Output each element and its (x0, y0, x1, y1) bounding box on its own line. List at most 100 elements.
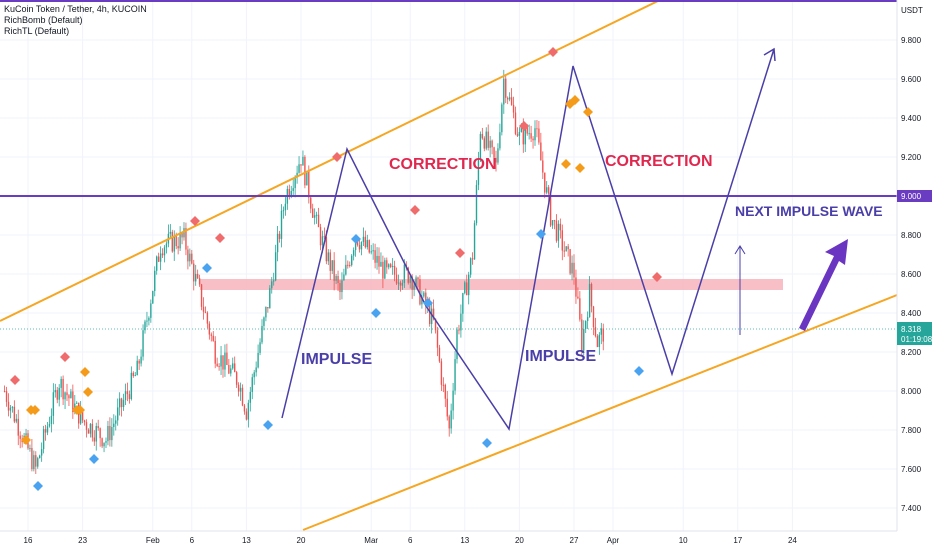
signal-diamond-icon (536, 229, 546, 239)
candle-body (39, 455, 41, 459)
candle-body (97, 426, 99, 429)
candle-body (341, 280, 343, 293)
candle-body (122, 400, 125, 408)
candle-body (323, 236, 326, 238)
candle-body (95, 426, 97, 442)
candle-body (557, 223, 560, 241)
candle-body (103, 442, 105, 447)
candle-body (458, 329, 460, 331)
candle-body (58, 387, 60, 400)
candle-body (312, 208, 314, 218)
indicator-richbomb[interactable]: RichBomb (Default) (4, 15, 83, 25)
signal-diamond-icon (21, 435, 31, 445)
candle-body (230, 368, 232, 374)
support-zone (200, 279, 783, 290)
channel-lower-line (302, 294, 898, 531)
candle-body (269, 288, 271, 309)
candle-body (5, 391, 8, 402)
candle-body (208, 323, 211, 335)
time-tick-label: 20 (515, 536, 524, 545)
time-tick-label: Mar (364, 536, 378, 545)
candle-body (298, 164, 300, 173)
candle-body (148, 317, 150, 321)
candle-body (189, 253, 191, 262)
candle-body (68, 395, 70, 399)
candle-body (335, 276, 337, 281)
candle-body (549, 193, 552, 226)
candle-body (526, 126, 528, 134)
correction-label-1: CORRECTION (389, 156, 497, 173)
candle-body (376, 255, 378, 263)
candle-body (573, 262, 575, 278)
candle-body (62, 378, 64, 400)
candle-body (321, 236, 324, 246)
candle-body (76, 402, 78, 404)
time-tick-label: 16 (24, 536, 33, 545)
candles (3, 69, 604, 474)
signal-diamond-icon (75, 405, 85, 415)
candle-body (438, 347, 441, 362)
candle-body (105, 441, 107, 443)
candle-body (425, 292, 427, 307)
indicator-richtl[interactable]: RichTL (Default) (4, 26, 70, 36)
candle-body (315, 214, 318, 216)
candle-body (107, 425, 109, 442)
candle-body (66, 392, 68, 396)
candle-body (109, 425, 111, 441)
candle-body (146, 320, 148, 322)
candle-body (124, 391, 127, 401)
candle-body (220, 355, 222, 367)
candle-body (308, 170, 310, 198)
symbol-title[interactable]: KuCoin Token / Tether, 4h, KUCOIN (4, 4, 147, 14)
correction-label-2: CORRECTION (605, 153, 713, 170)
time-tick-label: Feb (146, 536, 160, 545)
signal-diamond-icon (583, 107, 593, 117)
candle-body (544, 172, 546, 193)
candle-body (532, 138, 534, 141)
time-tick-label: 20 (297, 536, 306, 545)
candle-body (140, 356, 142, 364)
candle-body (469, 258, 472, 275)
candle-body (571, 262, 573, 274)
candle-body (547, 187, 550, 194)
candle-body (191, 253, 193, 264)
time-tick-label: 13 (460, 536, 469, 545)
candle-body (477, 158, 480, 185)
signal-diamond-icon (351, 234, 361, 244)
signal-diamond-icon (410, 205, 420, 215)
candle-body (144, 321, 146, 331)
candle-body (247, 402, 250, 420)
candle-body (239, 387, 242, 392)
candle-body (118, 398, 121, 408)
candle-body (407, 267, 409, 283)
candle-body (187, 249, 189, 262)
candle-body (401, 282, 404, 286)
time-axis[interactable] (0, 531, 932, 550)
candle-body (483, 138, 485, 149)
price-tick-label: 9.800 (901, 36, 922, 45)
candle-body (551, 220, 554, 226)
candle-body (588, 283, 591, 318)
candle-body (390, 264, 392, 267)
candle-body (440, 361, 443, 385)
candle-body (33, 455, 35, 470)
candle-body (364, 236, 367, 248)
candle-body (524, 126, 526, 145)
candle-body (72, 391, 74, 413)
price-tick-label: 8.400 (901, 309, 922, 318)
price-tick-label: 7.800 (901, 426, 922, 435)
price-tick-label: 8.600 (901, 270, 922, 279)
candle-body (193, 263, 195, 282)
candle-body (204, 311, 207, 313)
price-tick-label: 8.000 (901, 387, 922, 396)
candle-body (475, 184, 478, 224)
price-axis[interactable] (897, 0, 932, 531)
candle-body (567, 246, 569, 250)
candle-body (514, 112, 517, 134)
candle-body (538, 128, 540, 143)
candle-body (120, 398, 123, 408)
candle-body (196, 273, 199, 279)
candle-body (378, 255, 380, 267)
last-price-badge (897, 322, 932, 345)
